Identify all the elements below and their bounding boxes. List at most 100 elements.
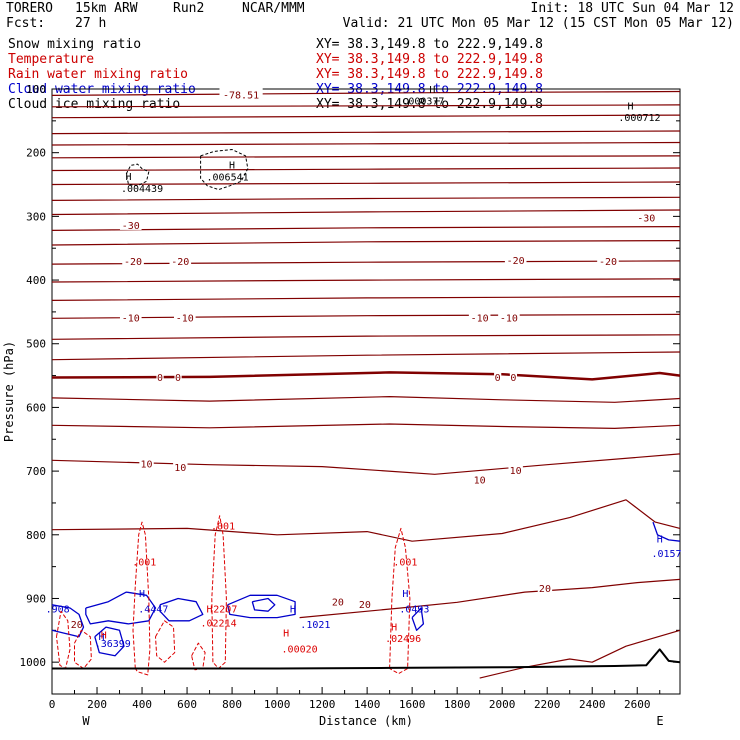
temperature-label-bg — [468, 311, 491, 323]
ice-maximum: H — [229, 161, 235, 172]
temperature-label-bg — [156, 371, 164, 383]
rain-label: .001 — [393, 557, 417, 568]
ice-label: .006541 — [206, 173, 248, 184]
temperature-contour — [51, 260, 681, 265]
model-run: Run2 — [173, 1, 205, 16]
temperature-label: -30 — [637, 213, 655, 224]
temperature-label-bg — [509, 371, 518, 383]
temperature-label: 0 — [495, 373, 501, 384]
field-name-temperature: Temperature — [8, 52, 95, 67]
x-tick-label: 1600 — [399, 698, 426, 711]
temperature-contour — [51, 313, 681, 319]
temperature-label: 0 — [175, 373, 181, 384]
x-tick-label: 1200 — [309, 698, 336, 711]
y-tick-label: 800 — [26, 529, 46, 542]
temperature-contour — [51, 278, 681, 283]
temperature-contour — [51, 90, 681, 96]
direction-east: E — [656, 714, 663, 728]
forecast-label: Fcst: — [6, 16, 46, 31]
y-tick-label: 1000 — [20, 656, 47, 669]
x-tick-label: 0 — [49, 698, 56, 711]
temperature-label: -20 — [507, 256, 525, 267]
ice-maximum: H — [429, 85, 435, 96]
ice-label: .000377 — [402, 96, 444, 107]
field-xy-rain: XY= 38.3,149.8 to 222.9,149.8 — [316, 67, 543, 82]
temperature-label: 10 — [141, 460, 153, 471]
rain-maximum: H — [283, 629, 289, 640]
rain-maximum: H — [101, 631, 107, 642]
temperature-label: -20 — [171, 257, 189, 268]
temperature-label: -10 — [122, 313, 140, 324]
temperature-contour — [51, 351, 681, 361]
temperature-label: 20 — [539, 584, 551, 595]
model-name: TORERO — [6, 1, 53, 16]
forecast-value: 27 h — [75, 16, 107, 31]
rain-contour — [132, 521, 151, 676]
temperature-label-bg — [537, 581, 553, 593]
valid-time: Valid: 21 UTC Mon 05 Mar 12 (15 CST Mon … — [342, 16, 734, 31]
temperature-label: -30 — [122, 221, 140, 232]
ice-label: .000712 — [618, 113, 660, 124]
plot-frame — [51, 88, 681, 695]
temperature-label-bg — [494, 371, 502, 383]
temperature-label-bg — [139, 457, 154, 469]
temperature-contour — [51, 226, 681, 231]
temperature-contour — [51, 396, 681, 403]
x-tick-label: 2000 — [489, 698, 516, 711]
cloud-water-label: .0157 — [651, 549, 681, 560]
temperature-contour — [51, 240, 681, 246]
field-name-rain: Rain water mixing ratio — [8, 67, 189, 82]
temperature-contour — [51, 499, 681, 542]
temperature-label-bg — [597, 255, 619, 267]
cloud-water-maximum: H — [657, 534, 663, 545]
ice-maximum: H — [126, 172, 132, 183]
temperature-contour — [299, 578, 681, 619]
rain-contour — [389, 527, 411, 675]
y-tick-label: 600 — [26, 401, 46, 414]
temperature-contour — [51, 104, 681, 108]
rain-label: .00020 — [282, 645, 318, 656]
field-name-snow: Snow mixing ratio — [8, 37, 142, 52]
temperature-label-bg — [504, 253, 527, 265]
temperature-label: 10 — [474, 476, 486, 487]
temperature-label: 0 — [510, 373, 516, 384]
temperature-label-bg — [498, 311, 520, 323]
temperature-label-bg — [119, 311, 142, 323]
y-tick-label: 300 — [26, 210, 46, 223]
temperature-label: -10 — [471, 313, 489, 324]
rain-maximum: H — [391, 622, 397, 633]
x-tick-label: 1800 — [444, 698, 471, 711]
temperature-label: -20 — [124, 257, 142, 268]
y-tick-label: 500 — [26, 338, 46, 351]
field-xy-snow: XY= 38.3,149.8 to 222.9,149.8 — [316, 37, 543, 52]
rain-contour — [74, 629, 92, 669]
y-tick-label: 100 — [26, 83, 46, 96]
rain-contour — [191, 642, 206, 671]
temperature-label: -78.51 — [223, 90, 259, 101]
rain-label: .02214 — [201, 618, 237, 629]
rain-label: .001 — [211, 522, 235, 533]
rain-label: .001 — [132, 557, 156, 568]
temperature-label-bg — [635, 211, 658, 223]
cloud-water-contour — [411, 607, 425, 631]
field-name-cloud-ice: Cloud ice mixing ratio — [8, 97, 181, 112]
cloud-water-contour — [159, 597, 204, 622]
init-time: Init: 18 UTC Sun 04 Mar 12 — [530, 1, 735, 16]
cloud-water-label: .4447 — [138, 604, 168, 615]
cloud-water-contour — [251, 597, 276, 612]
temperature-label: -20 — [599, 257, 617, 268]
x-tick-label: 600 — [177, 698, 197, 711]
temperature-label-bg — [330, 595, 346, 607]
ice-contour — [200, 149, 249, 191]
x-tick-label: 2400 — [579, 698, 606, 711]
rain-contour — [56, 610, 71, 669]
rain-label: 2207 — [213, 604, 237, 615]
temperature-contour — [51, 371, 681, 381]
ice-label: .004439 — [121, 184, 163, 195]
temperature-label: 10 — [174, 463, 186, 474]
temperature-label-bg — [173, 460, 188, 472]
ice-maximum: H — [627, 101, 633, 112]
x-tick-label: 2200 — [534, 698, 561, 711]
temperature-label: -10 — [500, 313, 518, 324]
